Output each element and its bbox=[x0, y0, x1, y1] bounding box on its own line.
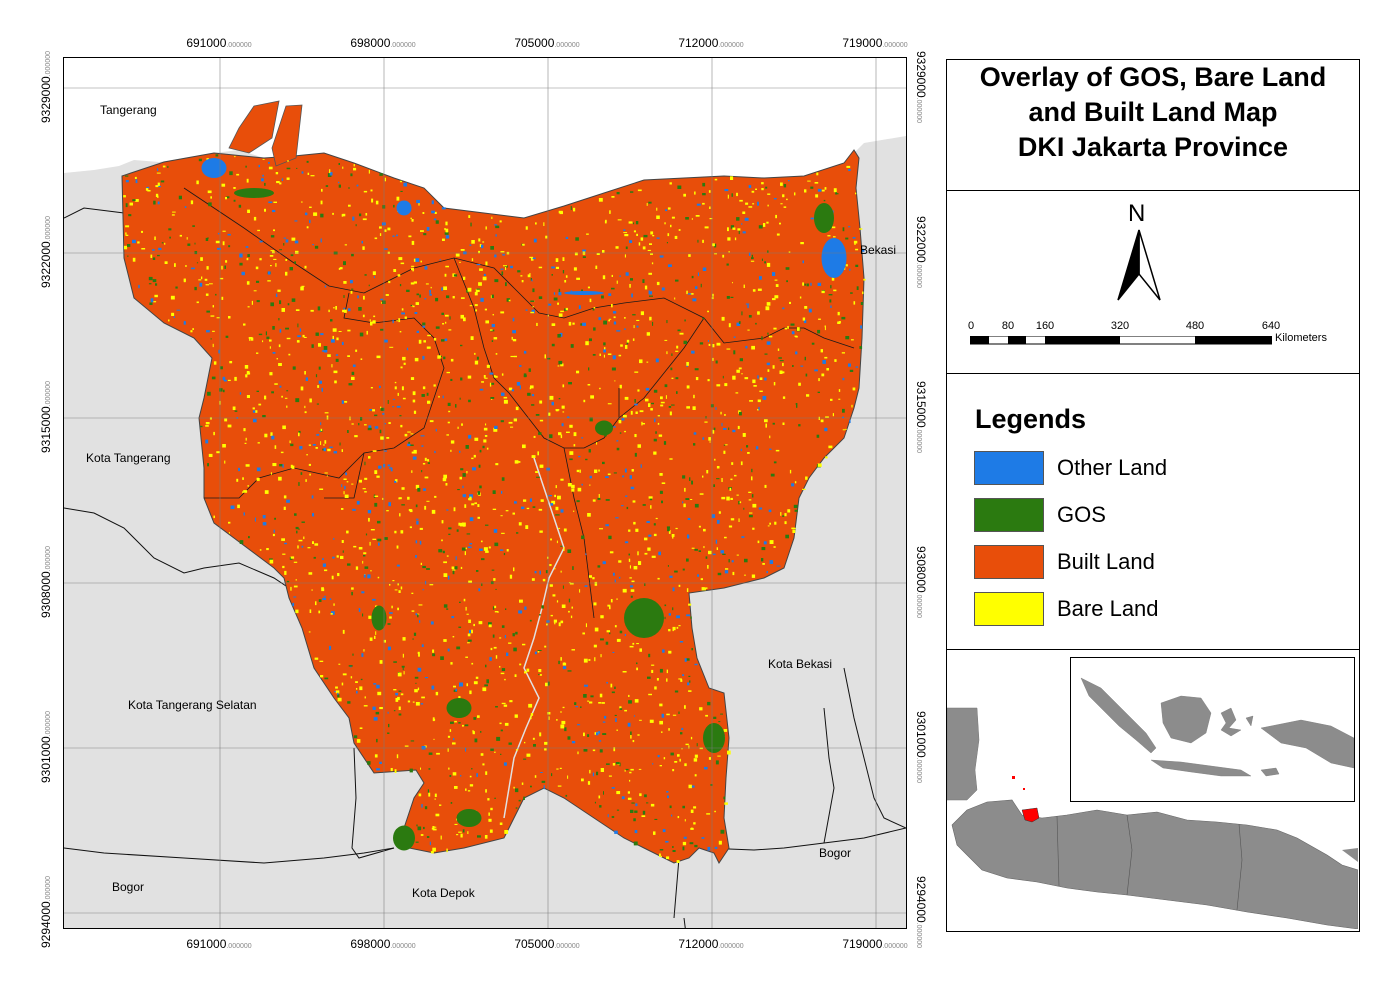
region-label-bekasi: Bekasi bbox=[860, 243, 897, 257]
coord-left-label: 9308000.000000 bbox=[39, 545, 53, 619]
coord-top-label: 705000.000000 bbox=[514, 36, 580, 50]
scale-unit: Kilometers bbox=[1275, 332, 1327, 344]
coord-top-label: 712000.000000 bbox=[678, 36, 744, 50]
indonesia-map bbox=[1071, 658, 1354, 801]
grid-lines bbox=[64, 58, 906, 928]
locator-map-java bbox=[947, 707, 1358, 929]
coord-bottom-label: 705000.000000 bbox=[514, 937, 580, 951]
region-label-bogor-east: Bogor bbox=[819, 846, 852, 860]
title-line: and Built Land Map bbox=[1028, 97, 1278, 127]
region-label-kota-tangerang-selatan: Kota Tangerang Selatan bbox=[128, 698, 257, 712]
legend-swatch bbox=[974, 545, 1044, 579]
region-label-tangerang: Tangerang bbox=[100, 103, 157, 117]
coord-left-label: 9315000.000000 bbox=[39, 380, 53, 454]
legend-swatch bbox=[974, 451, 1044, 485]
scale-label: 320 bbox=[1110, 320, 1130, 332]
coord-bottom-label: 698000.000000 bbox=[350, 937, 416, 951]
coord-bottom-label: 719000.000000 bbox=[842, 937, 908, 951]
legend-label: Built Land bbox=[1057, 549, 1155, 574]
coord-right-label: 9301000.000000 bbox=[914, 710, 928, 784]
north-arrow-icon bbox=[1117, 229, 1161, 301]
scale-bar-graphic bbox=[970, 336, 1272, 345]
district-boundaries bbox=[183, 187, 855, 619]
coord-right-label: 9315000.000000 bbox=[914, 380, 928, 454]
coord-right-label: 9294000.000000 bbox=[914, 875, 928, 949]
scale-label: 160 bbox=[1035, 320, 1055, 332]
coord-right-label: 9329000.000000 bbox=[914, 50, 928, 124]
coord-right-label: 9308000.000000 bbox=[914, 545, 928, 619]
legend-title: Legends bbox=[975, 404, 1087, 434]
legend-swatch bbox=[974, 592, 1044, 626]
legend-label: Other Land bbox=[1057, 455, 1168, 480]
coord-left-label: 9294000.000000 bbox=[39, 875, 53, 949]
divider bbox=[947, 649, 1359, 650]
north-label: N bbox=[1128, 200, 1146, 227]
jakarta-boundary bbox=[121, 149, 865, 864]
inset-indonesia bbox=[1070, 657, 1355, 802]
divider bbox=[947, 190, 1359, 191]
reclaim-island-2 bbox=[271, 104, 303, 167]
divider bbox=[947, 373, 1359, 374]
coord-left-label: 9329000.000000 bbox=[39, 50, 53, 124]
scale-label: 640 bbox=[1261, 320, 1281, 332]
region-label-kota-bekasi: Kota Bekasi bbox=[768, 657, 833, 671]
legend-swatch bbox=[974, 498, 1044, 532]
sea bbox=[64, 58, 906, 218]
region-label-kota-tangerang: Kota Tangerang bbox=[86, 451, 171, 465]
legend-label: GOS bbox=[1057, 502, 1106, 527]
coord-right-label: 9322000.000000 bbox=[914, 215, 928, 289]
title-line: DKI Jakarta Province bbox=[1017, 132, 1289, 162]
scale-label: 80 bbox=[1001, 320, 1015, 332]
region-label-bogor-west: Bogor bbox=[112, 880, 145, 894]
coord-top-label: 691000.000000 bbox=[186, 36, 252, 50]
coord-left-label: 9322000.000000 bbox=[39, 215, 53, 289]
reclaim-island-1 bbox=[228, 100, 280, 154]
legend-label: Bare Land bbox=[1057, 596, 1159, 621]
main-map bbox=[64, 58, 906, 928]
coord-bottom-label: 691000.000000 bbox=[186, 937, 252, 951]
coord-top-label: 698000.000000 bbox=[350, 36, 416, 50]
scale-label: 0 bbox=[967, 320, 975, 332]
river bbox=[503, 457, 565, 819]
coord-bottom-label: 712000.000000 bbox=[678, 937, 744, 951]
region-label-kota-depok: Kota Depok bbox=[412, 886, 475, 900]
title-line: Overlay of GOS, Bare Land bbox=[979, 62, 1327, 92]
map-title: Overlay of GOS, Bare Land and Built Land… bbox=[947, 60, 1359, 190]
coord-top-label: 719000.000000 bbox=[842, 36, 908, 50]
scale-label: 480 bbox=[1185, 320, 1205, 332]
coord-left-label: 9301000.000000 bbox=[39, 710, 53, 784]
land-cover-speckles bbox=[123, 154, 866, 863]
map-frame bbox=[63, 57, 907, 929]
